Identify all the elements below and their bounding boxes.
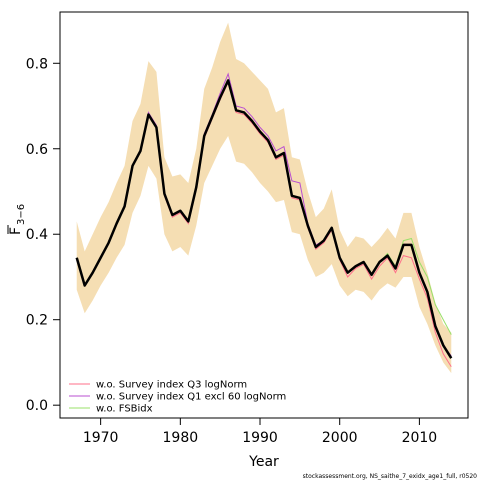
y-tick-label: 0.6	[26, 142, 48, 158]
y-axis: 0.0 0.2 0.4 0.6 0.8	[26, 56, 60, 414]
baseline-line	[75, 79, 453, 359]
plot-frame	[59, 11, 469, 419]
x-axis: 1970 1980 1990 2000 2010	[83, 418, 437, 446]
confidence-band-layer	[76, 22, 452, 374]
y-tick-label: 0.8	[26, 56, 48, 72]
legend-label: w.o. Survey index Q3 logNorm	[96, 380, 247, 391]
y-axis-title: F 3−6	[7, 204, 27, 235]
x-tick-label: 2000	[322, 430, 358, 446]
x-axis-title: Year	[248, 454, 279, 470]
legend-label: w.o. Survey index Q1 excl 60 logNorm	[96, 392, 286, 403]
legend-label: w.o. FSBidx	[96, 404, 153, 415]
baseline-line-layer	[75, 79, 453, 359]
x-tick-label: 2010	[402, 430, 438, 446]
x-tick-label: 1980	[163, 430, 199, 446]
y-axis-title-subscript: 3−6	[16, 204, 27, 225]
y-tick-label: 0.0	[26, 398, 48, 414]
confidence-band	[76, 22, 452, 374]
x-tick-label: 1990	[242, 430, 278, 446]
footer-note: stockassessment.org, NS_saithe_7_exidx_a…	[303, 473, 478, 480]
x-tick-label: 1970	[83, 430, 119, 446]
y-axis-title-main: F	[8, 227, 24, 235]
y-tick-label: 0.4	[26, 227, 48, 243]
y-tick-label: 0.2	[26, 313, 48, 329]
